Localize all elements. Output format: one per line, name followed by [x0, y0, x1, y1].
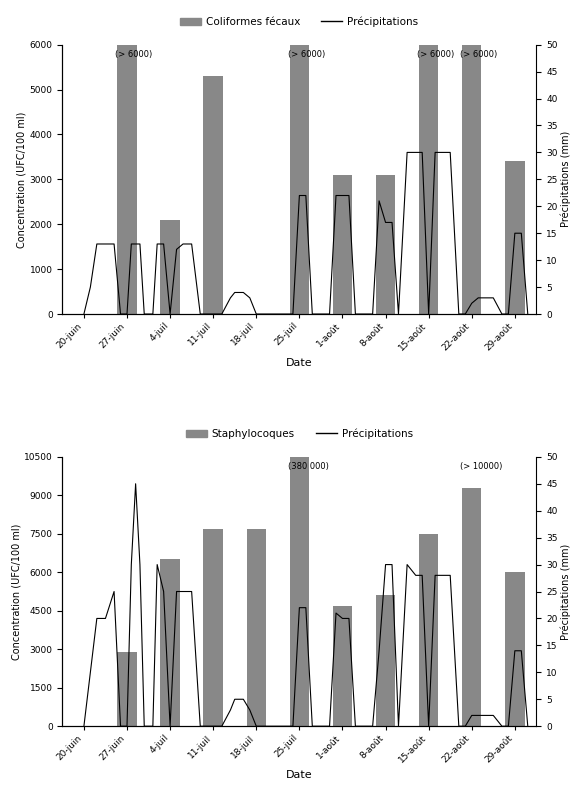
Legend: Staphylocoques, Précipitations: Staphylocoques, Précipitations	[182, 424, 417, 443]
Y-axis label: Concentration (UFC/100 ml): Concentration (UFC/100 ml)	[11, 524, 21, 660]
Y-axis label: Précipitations (mm): Précipitations (mm)	[560, 543, 571, 640]
Y-axis label: Précipitations (mm): Précipitations (mm)	[560, 131, 571, 228]
Bar	[204, 76, 223, 314]
Text: (> 6000): (> 6000)	[115, 50, 152, 59]
Text: (> 6000): (> 6000)	[460, 50, 497, 59]
Bar	[505, 685, 524, 726]
Legend: Coliformes fécaux, Précipitations: Coliformes fécaux, Précipitations	[176, 12, 423, 31]
Bar	[333, 606, 352, 726]
Bar	[376, 596, 395, 726]
X-axis label: Date: Date	[286, 770, 313, 780]
Bar	[161, 220, 180, 314]
Bar	[247, 528, 266, 726]
Text: (> 6000): (> 6000)	[288, 50, 325, 59]
Bar	[462, 116, 481, 314]
Bar	[118, 652, 137, 726]
Y-axis label: Concentration (UFC/100 ml): Concentration (UFC/100 ml)	[17, 112, 27, 248]
Bar	[462, 487, 481, 726]
Text: (380 000): (380 000)	[288, 462, 328, 471]
X-axis label: Date: Date	[286, 358, 313, 368]
Bar	[419, 534, 438, 726]
Bar	[290, 44, 309, 314]
Bar	[204, 528, 223, 726]
Bar	[505, 572, 524, 726]
Bar	[505, 161, 524, 314]
Bar	[333, 175, 352, 314]
Bar	[462, 44, 481, 314]
Bar	[118, 44, 137, 314]
Text: (> 6000): (> 6000)	[417, 50, 454, 59]
Bar	[376, 175, 395, 314]
Bar	[161, 559, 180, 726]
Bar	[290, 457, 309, 726]
Text: (> 10000): (> 10000)	[460, 462, 502, 471]
Bar	[419, 44, 438, 314]
